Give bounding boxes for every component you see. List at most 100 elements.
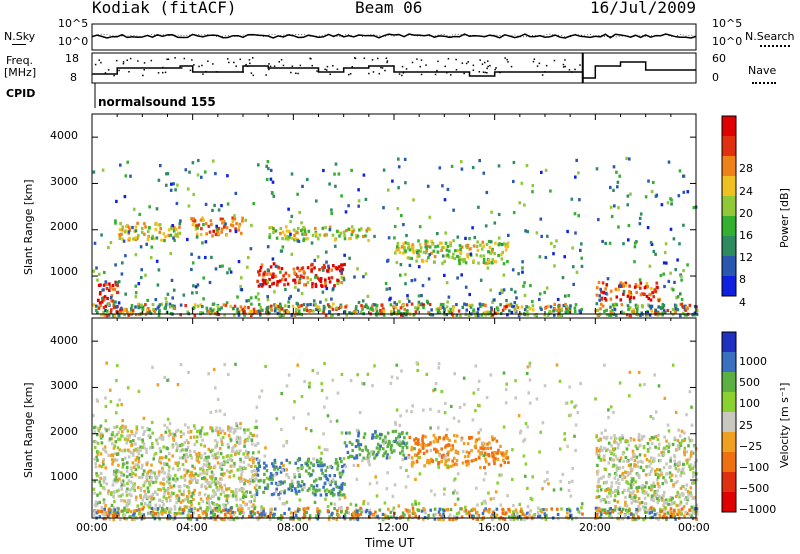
range-cell [523,515,527,519]
range-cell [356,234,360,238]
range-cell [385,287,389,291]
range-cell [162,445,166,449]
range-cell [335,267,339,271]
range-cell [628,306,632,310]
range-cell [357,508,361,512]
range-cell [238,507,241,511]
range-cell [513,301,517,305]
range-cell [116,290,120,294]
range-cell [241,219,244,223]
nave-point [504,57,506,59]
range-cell [387,188,390,192]
range-cell [256,441,260,445]
range-cell [253,310,256,314]
range-cell [460,167,464,171]
range-cell [399,273,402,277]
range-cell [321,266,324,270]
range-cell [153,517,157,521]
range-cell [687,493,690,497]
range-cell [667,502,670,506]
range-cell [449,307,452,311]
range-cell [694,509,697,513]
range-cell [266,307,269,311]
range-cell [432,440,436,444]
range-cell [117,488,121,492]
range-cell [140,276,143,280]
range-cell [669,510,672,514]
range-cell [449,508,453,512]
range-cell [177,231,180,235]
range-cell [529,284,532,288]
range-cell [222,455,225,460]
range-cell [531,514,535,518]
range-cell [302,237,306,241]
range-cell [232,474,236,478]
range-cell [492,455,495,459]
range-cell [214,517,217,521]
range-cell [196,173,200,177]
range-cell [287,207,290,211]
range-cell [226,443,230,447]
range-cell [247,255,250,260]
range-cell [208,230,212,234]
range-cell [340,487,344,491]
range-cell [95,304,98,308]
range-cell [648,472,651,476]
range-cell [124,174,128,178]
range-cell [637,475,641,480]
range-cell [156,492,159,496]
range-cell [693,311,697,315]
nave-point [377,57,379,60]
range-cell [297,239,301,243]
nave-point [363,57,366,59]
range-cell [314,302,317,306]
range-cell [120,228,124,232]
range-cell [622,311,626,315]
range-cell [138,448,141,452]
range-cell [610,484,613,489]
range-cell [608,313,611,317]
range-cell [690,405,693,409]
range-cell [293,475,297,479]
range-cell [438,241,442,245]
range-cell [425,249,428,253]
range-cell [471,166,475,170]
range-cell [444,401,447,405]
range-cell [390,375,394,379]
range-cell [194,227,198,231]
range-cell [125,504,128,508]
range-cell [629,192,632,196]
range-cell [612,453,616,457]
range-cell [674,304,678,308]
range-cell [646,311,650,315]
range-cell [362,499,366,504]
range-cell [466,442,470,446]
range-cell [112,517,115,522]
range-cell [501,511,505,515]
range-cell [260,389,264,393]
range-cell [312,303,316,307]
range-cell [308,466,311,470]
range-cell [598,507,601,511]
range-cell [602,291,605,295]
range-cell [400,514,403,519]
range-cell [445,281,449,285]
range-cell [425,449,429,453]
range-cell [387,236,391,240]
range-cell [134,253,138,257]
range-cell [232,313,236,317]
range-cell [349,517,352,521]
range-cell [197,223,201,227]
range-cell [481,303,485,307]
range-cell [115,480,118,484]
range-cell [294,237,297,241]
range-cell [273,507,277,511]
range-cell [686,190,690,194]
range-cell [210,426,214,430]
range-cell [141,463,144,467]
range-cell [448,513,452,517]
range-cell [359,443,363,447]
range-cell [270,481,273,485]
range-cell [574,423,578,427]
range-cell [183,476,186,480]
